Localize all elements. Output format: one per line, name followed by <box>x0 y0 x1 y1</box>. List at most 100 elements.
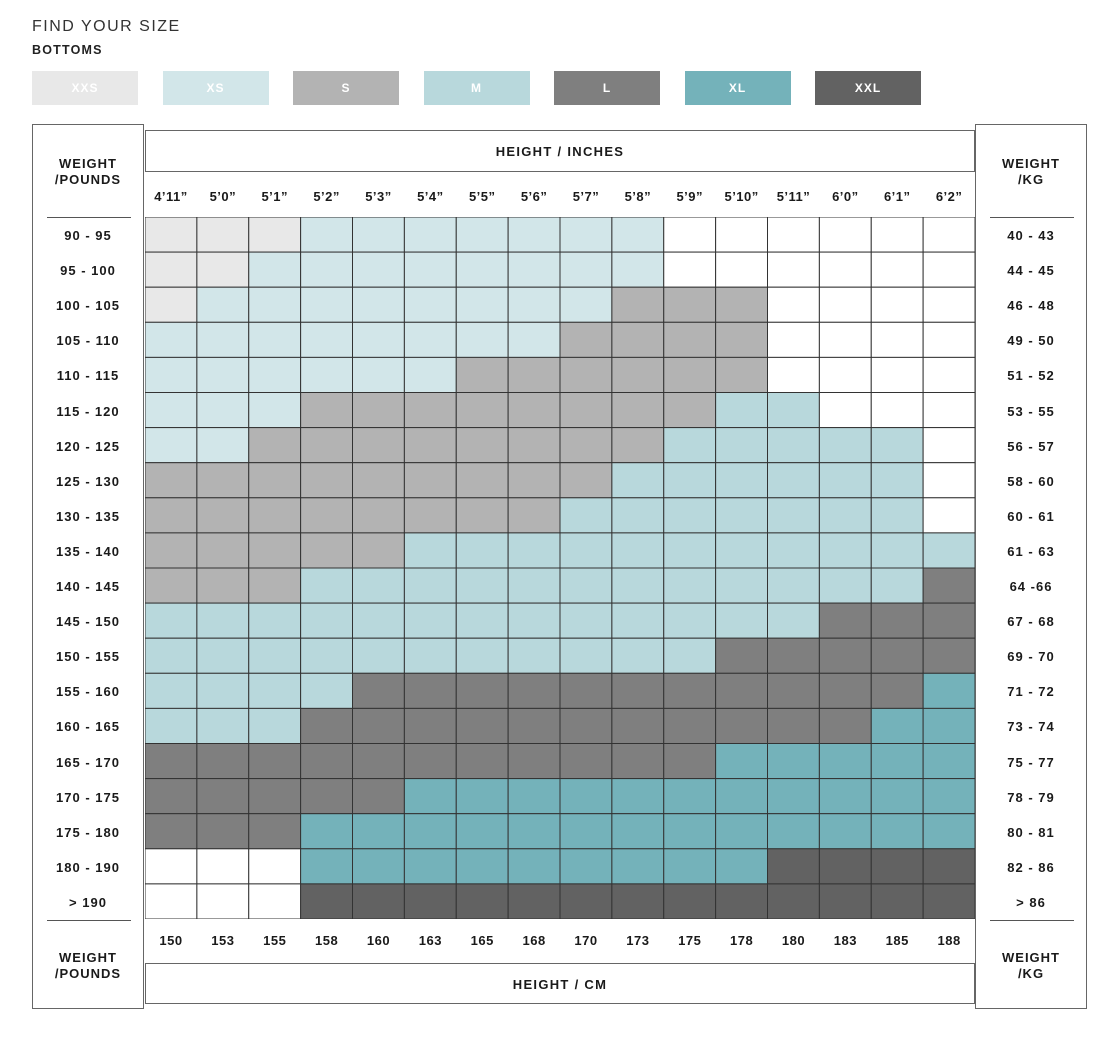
size-cell-m <box>611 532 665 569</box>
size-cell-m <box>300 602 354 639</box>
size-cell-s <box>145 532 198 569</box>
size-cell-m <box>507 567 561 604</box>
size-cell-xxl <box>403 883 457 919</box>
size-cell-s <box>403 392 457 429</box>
weight-kg-label: 60 - 61 <box>1007 508 1055 524</box>
weight-pounds-label: 135 - 140 <box>56 543 120 559</box>
size-cell-l <box>922 637 975 674</box>
size-cell-xxl <box>767 883 820 919</box>
size-cell-empty <box>715 251 769 288</box>
size-cell-l <box>818 672 872 709</box>
size-grid <box>145 217 975 919</box>
size-cell-s <box>663 356 717 393</box>
size-cell-s <box>300 462 354 499</box>
size-cell-m <box>145 707 198 744</box>
size-cell-xs <box>507 217 561 253</box>
size-cell-m <box>507 532 561 569</box>
size-cell-empty <box>145 848 198 885</box>
size-cell-empty <box>870 392 924 429</box>
height-inches-title: HEIGHT / INCHES <box>145 130 975 172</box>
size-cell-empty <box>767 356 820 393</box>
size-cell-xl <box>300 813 354 850</box>
size-cell-xs <box>559 286 613 323</box>
size-cell-l <box>507 672 561 709</box>
size-cell-empty <box>196 848 250 885</box>
size-cell-s <box>196 497 250 534</box>
height-inch-label: 5’5” <box>468 189 496 204</box>
size-cell-s <box>352 497 405 534</box>
size-cell-xxs <box>145 251 198 288</box>
size-cell-xl <box>767 813 820 850</box>
size-cell-s <box>611 321 665 358</box>
size-cell-xxl <box>870 883 924 919</box>
weight-pounds-label: 180 - 190 <box>56 859 120 875</box>
size-cell-l <box>767 707 820 744</box>
legend-chip-l: L <box>554 71 660 105</box>
size-cell-empty <box>818 286 872 323</box>
legend-chip-m: M <box>423 71 530 105</box>
size-cell-l <box>663 707 717 744</box>
size-cell-m <box>403 637 457 674</box>
size-cell-s <box>300 497 354 534</box>
size-cell-s <box>611 286 665 323</box>
size-cell-m <box>455 602 509 639</box>
size-cell-empty <box>818 217 872 253</box>
size-cell-s <box>455 497 509 534</box>
size-cell-empty <box>767 286 820 323</box>
size-cell-xxl <box>611 883 665 919</box>
size-cell-l <box>663 743 717 780</box>
size-cell-xs <box>611 217 665 253</box>
size-cell-xl <box>403 848 457 885</box>
size-cell-m <box>715 532 769 569</box>
weight-kg-footer: WEIGHT/KG <box>976 950 1086 982</box>
height-inch-label: 5’8” <box>624 189 652 204</box>
size-cell-l <box>300 707 354 744</box>
size-cell-m <box>559 567 613 604</box>
size-cell-xl <box>403 813 457 850</box>
size-cell-xl <box>715 813 769 850</box>
size-cell-s <box>403 497 457 534</box>
size-cell-xs <box>352 217 405 253</box>
weight-kg-label: 69 - 70 <box>1007 649 1055 665</box>
size-cell-m <box>611 497 665 534</box>
size-cell-empty <box>196 883 250 919</box>
weight-pounds-label: 120 - 125 <box>56 438 120 454</box>
size-cell-m <box>145 637 198 674</box>
size-cell-xl <box>767 778 820 815</box>
weight-kg-label: 61 - 63 <box>1007 543 1055 559</box>
size-cell-m <box>663 637 717 674</box>
size-cell-xs <box>196 392 250 429</box>
size-cell-m <box>767 392 820 429</box>
size-cell-xs <box>611 251 665 288</box>
divider <box>990 920 1074 921</box>
size-cell-xxl <box>922 848 975 885</box>
size-cell-m <box>715 427 769 464</box>
size-cell-m <box>196 602 250 639</box>
weight-pounds-footer-text: WEIGHT/POUNDS <box>54 950 122 981</box>
size-cell-m <box>248 637 302 674</box>
size-cell-s <box>455 392 509 429</box>
size-cell-m <box>870 427 924 464</box>
size-cell-m <box>455 567 509 604</box>
size-cell-m <box>196 637 250 674</box>
size-cell-xs <box>196 321 250 358</box>
size-cell-s <box>352 462 405 499</box>
size-cell-s <box>403 427 457 464</box>
size-cell-s <box>559 427 613 464</box>
size-cell-s <box>248 497 302 534</box>
weight-kg-label: 67 - 68 <box>1007 614 1055 630</box>
size-cell-s <box>455 462 509 499</box>
size-cell-xxs <box>145 217 198 253</box>
size-cell-m <box>145 672 198 709</box>
size-cell-l <box>248 743 302 780</box>
size-cell-m <box>611 602 665 639</box>
weight-pounds-label: 170 - 175 <box>56 789 120 805</box>
size-cell-m <box>559 532 613 569</box>
size-cell-xxl <box>300 883 354 919</box>
size-cell-l <box>611 743 665 780</box>
weight-pounds-label: 110 - 115 <box>56 368 120 384</box>
size-cell-empty <box>870 356 924 393</box>
size-cell-xs <box>248 356 302 393</box>
size-cell-m <box>818 462 872 499</box>
weight-kg-label: > 86 <box>1016 894 1046 910</box>
